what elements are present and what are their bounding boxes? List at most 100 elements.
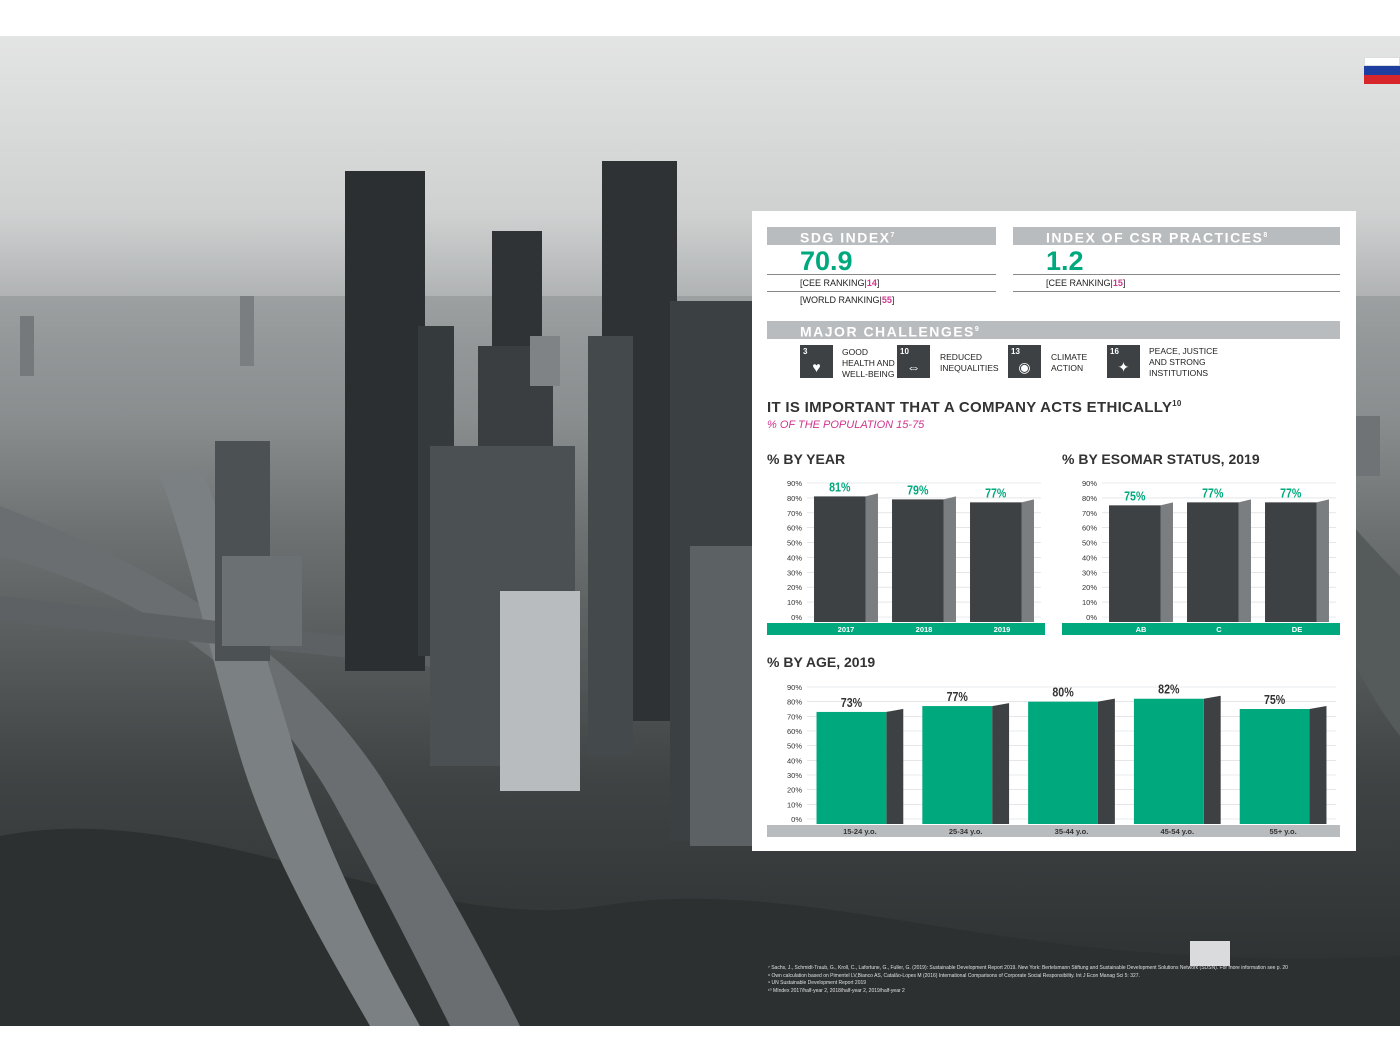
major-challenges-title: MAJOR CHALLENGES [800, 323, 975, 340]
bar-side [943, 496, 956, 622]
sdg-number: 3 [803, 347, 808, 356]
csr-index-footnote-ref: 8 [1263, 232, 1269, 239]
csr-index-header: INDEX OF CSR PRACTICES8 [1013, 227, 1340, 246]
csr-cee-ranking-label: [CEE RANKING| [1046, 278, 1113, 288]
label-line: ACTION [1051, 363, 1084, 373]
y-tick-label: 70% [787, 509, 802, 518]
y-tick-label: 40% [1082, 553, 1097, 562]
category-band [1062, 623, 1340, 635]
divider [1013, 274, 1340, 275]
bracket: ] [1122, 278, 1126, 288]
category-label: 55+ y.o. [1270, 827, 1297, 836]
bar [1028, 701, 1098, 824]
footnote-7: ⁷ Sachs, J., Schmidt-Traub, G., Kroll, C… [768, 965, 1288, 971]
bar [970, 502, 1022, 622]
y-tick-label: 40% [787, 553, 802, 562]
sdg-16-label: PEACE, JUSTICE AND STRONG INSTITUTIONS [1149, 346, 1218, 379]
category-label: 2018 [916, 625, 933, 634]
sdg-10-label: REDUCED INEQUALITIES [940, 352, 999, 374]
sdg-world-ranking-label: [WORLD RANKING| [800, 295, 882, 305]
data-label: 77% [1202, 485, 1224, 500]
y-tick-label: 20% [787, 786, 802, 795]
y-tick-label: 50% [1082, 539, 1097, 548]
major-challenges-header: MAJOR CHALLENGES9 [767, 321, 1340, 340]
chart-by-age: 0% 10% 20% 30% 40% 50% 60% 70% 80% 90% 73% 15-24 y.… [767, 682, 1340, 837]
bar-side [1160, 502, 1173, 622]
y-tick-label: 80% [1082, 494, 1097, 503]
bracket: ] [891, 295, 895, 305]
category-label: C [1216, 625, 1222, 634]
bar [1187, 502, 1239, 622]
dove-gavel-icon: ✦ [1117, 359, 1130, 375]
csr-cee-ranking-value: 15 [1112, 278, 1123, 288]
sdg-number: 16 [1110, 347, 1119, 356]
label-line: AND STRONG [1149, 357, 1206, 367]
sdg-13-tile: 13 ◉ [1008, 345, 1041, 378]
flag-stripe-white [1364, 57, 1400, 66]
sdg-index-title: SDG INDEX [800, 229, 891, 246]
category-label: 35-44 y.o. [1055, 827, 1089, 836]
y-tick-label: 20% [1082, 583, 1097, 592]
bar-side [1097, 698, 1115, 824]
footnotes: ⁷ Sachs, J., Schmidt-Traub, G., Kroll, C… [768, 965, 1328, 995]
chart-by-year: 0% 10% 20% 30% 40% 50% 60% 70% 80% 90% 81% 2017 79% 2… [767, 479, 1045, 635]
bracket: ] [876, 278, 880, 288]
category-label: 2017 [838, 625, 855, 634]
sdg-13-label: CLIMATE ACTION [1051, 352, 1087, 374]
section-subtitle: % OF THE POPULATION 15-75 [767, 419, 925, 431]
chart-title-by-age: % BY AGE, 2019 [767, 654, 876, 670]
bar [892, 499, 944, 622]
y-tick-label: 90% [787, 683, 802, 692]
eye-globe-icon: ◉ [1018, 359, 1031, 375]
data-label: 81% [829, 479, 851, 494]
csr-index-title: INDEX OF CSR PRACTICES [1046, 229, 1264, 246]
label-line: GOOD [842, 347, 868, 357]
sdg-cee-ranking-value: 14 [866, 278, 877, 288]
heartbeat-icon: ♥ [812, 359, 821, 375]
bar [1265, 502, 1317, 622]
category-band [767, 623, 1045, 635]
sdg-cee-ranking: [CEE RANKING|14] [800, 278, 879, 289]
sdg-cee-ranking-label: [CEE RANKING| [800, 278, 867, 288]
y-tick-label: 10% [787, 598, 802, 607]
sdg-world-ranking-value: 55 [881, 295, 892, 305]
sdg-3-label: GOOD HEALTH AND WELL-BEING [842, 347, 895, 380]
y-tick-label: 70% [1082, 509, 1097, 518]
sdg-10-tile: 10 ⇔ [897, 345, 930, 378]
category-label: 45-54 y.o. [1160, 827, 1194, 836]
data-label: 77% [947, 689, 969, 704]
y-tick-label: 0% [791, 815, 802, 824]
label-line: INEQUALITIES [940, 363, 999, 373]
bar-side [1309, 706, 1327, 824]
bar-side [865, 493, 878, 622]
sdg-number: 10 [900, 347, 909, 356]
data-label: 77% [1280, 485, 1302, 500]
bar [816, 711, 887, 824]
divider [767, 274, 996, 275]
divider [1013, 291, 1340, 292]
label-line: HEALTH AND [842, 358, 895, 368]
data-label: 79% [907, 482, 929, 497]
info-panel: SDG INDEX7 70.9 [CEE RANKING|14] [WORLD … [752, 211, 1356, 851]
csr-index-value: 1.2 [1046, 246, 1084, 276]
footnote-8: ⁸ Own calculation based on Pimentel LV,B… [768, 972, 1140, 979]
y-tick-label: 40% [787, 756, 802, 765]
category-label: AB [1136, 625, 1147, 634]
russia-flag-icon [1364, 57, 1400, 84]
bar-side [886, 708, 904, 824]
y-tick-label: 20% [787, 583, 802, 592]
chart-by-esomar: 0% 10% 20% 30% 40% 50% 60% 70% 80% 90% 75% AB 77% C 77… [1062, 479, 1340, 635]
equality-arrows-icon: ⇔ [906, 359, 921, 375]
bar-side [1316, 499, 1329, 622]
sdg-world-ranking: [WORLD RANKING|55] [800, 295, 894, 306]
category-label: DE [1292, 625, 1302, 634]
data-label: 73% [841, 695, 863, 710]
category-band [767, 825, 1340, 837]
bar [814, 496, 866, 622]
y-tick-label: 60% [787, 524, 802, 533]
section-title: IT IS IMPORTANT THAT A COMPANY ACTS ETHI… [767, 399, 1182, 416]
y-tick-label: 50% [787, 742, 802, 751]
bar-side [1021, 499, 1034, 622]
bar-side [1203, 695, 1221, 824]
sdg-3-tile: 3 ♥ [800, 345, 833, 378]
